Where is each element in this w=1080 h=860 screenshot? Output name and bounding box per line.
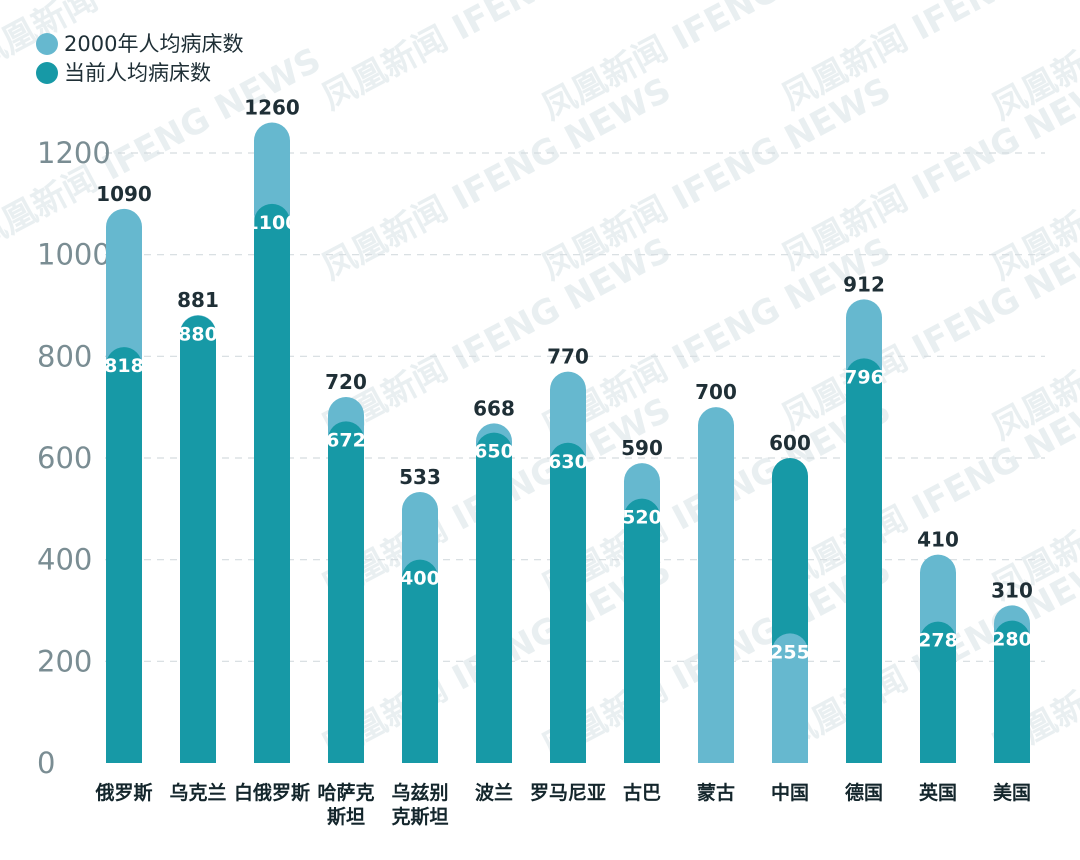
bar-top-value-label: 770 — [547, 345, 589, 369]
bar-top-value-label: 700 — [695, 380, 737, 404]
bar-top-value-label: 310 — [991, 578, 1033, 602]
bar-current — [328, 421, 365, 763]
bar-current — [920, 621, 956, 763]
y-tick-label: 1200 — [37, 136, 111, 170]
bar-top-value-label: 1260 — [244, 96, 300, 120]
x-tick-label: 美国 — [993, 781, 1031, 804]
bar-current — [476, 432, 512, 763]
bar-current — [106, 347, 142, 763]
x-tick-label: 克斯坦 — [391, 805, 448, 828]
x-tick-label: 德国 — [845, 781, 883, 804]
y-tick-label: 0 — [37, 746, 55, 780]
bar-top-value-label: 600 — [769, 431, 811, 455]
bar-inner-value-label: 650 — [474, 441, 514, 463]
bar-inner-value-label: 280 — [992, 629, 1032, 651]
y-tick-label: 800 — [37, 339, 92, 373]
bar-current — [254, 203, 290, 764]
legend-label: 当前人均病床数 — [64, 61, 211, 85]
bar-current — [846, 358, 882, 763]
bar-2000 — [698, 407, 734, 763]
x-tick-label: 哈萨克 — [317, 781, 374, 804]
bars — [106, 122, 1030, 764]
bar-current — [550, 442, 586, 763]
y-axis: 0 200 400 600 800 1000 1200 — [37, 136, 111, 780]
y-tick-label: 200 — [37, 644, 92, 678]
legend-label: 2000年人均病床数 — [64, 32, 243, 56]
bar-inner-value-label: 278 — [918, 630, 958, 652]
bar-inner-value-label: 1100 — [246, 212, 299, 234]
bar-inner-value-label: 630 — [548, 451, 588, 473]
bar-inner-value-label: 400 — [400, 568, 440, 590]
bar-top-value-label: 668 — [473, 396, 515, 420]
bar-top-value-label: 590 — [621, 436, 663, 460]
x-tick-label: 乌克兰 — [169, 781, 226, 804]
bar-inner-value-label: 520 — [622, 507, 662, 529]
legend-swatch — [36, 33, 58, 55]
x-tick-label: 斯坦 — [327, 805, 365, 828]
x-tick-label: 白俄罗斯 — [234, 781, 310, 804]
bar-current — [994, 620, 1030, 763]
x-tick-label: 中国 — [771, 781, 809, 804]
y-tick-label: 400 — [37, 543, 92, 577]
x-tick-label: 罗马尼亚 — [530, 782, 606, 804]
bar-top-value-label: 1090 — [96, 182, 152, 206]
legend-swatch — [36, 62, 58, 84]
bar-2000 — [772, 633, 808, 763]
x-tick-label: 波兰 — [475, 781, 513, 804]
x-tick-label: 俄罗斯 — [94, 781, 152, 804]
bar-inner-value-label: 818 — [104, 355, 144, 377]
bar-top-value-label: 720 — [325, 370, 367, 394]
data-labels: 1090 818 881 880 1260 1100 720 672 533 400 668 650 7… — [96, 96, 1033, 664]
bar-current — [180, 315, 216, 763]
bar-top-value-label: 533 — [399, 465, 441, 489]
bar-top-value-label: 410 — [917, 528, 959, 552]
bar-inner-value-label: 880 — [178, 324, 218, 346]
y-tick-label: 1000 — [37, 238, 111, 272]
bar-top-value-label: 881 — [177, 288, 219, 312]
bar-inner-value-label: 796 — [844, 366, 884, 388]
x-tick-label: 英国 — [919, 781, 957, 804]
bar-inner-value-label: 672 — [326, 429, 366, 451]
bar-inner-value-label: 255 — [770, 641, 810, 663]
x-tick-label: 蒙古 — [697, 781, 735, 804]
x-tick-label: 古巴 — [623, 781, 661, 804]
bar-current — [402, 559, 438, 763]
y-tick-label: 600 — [37, 441, 92, 475]
bar-current — [624, 498, 660, 763]
bar-top-value-label: 912 — [843, 272, 885, 296]
x-tick-label: 乌兹别 — [391, 781, 448, 804]
